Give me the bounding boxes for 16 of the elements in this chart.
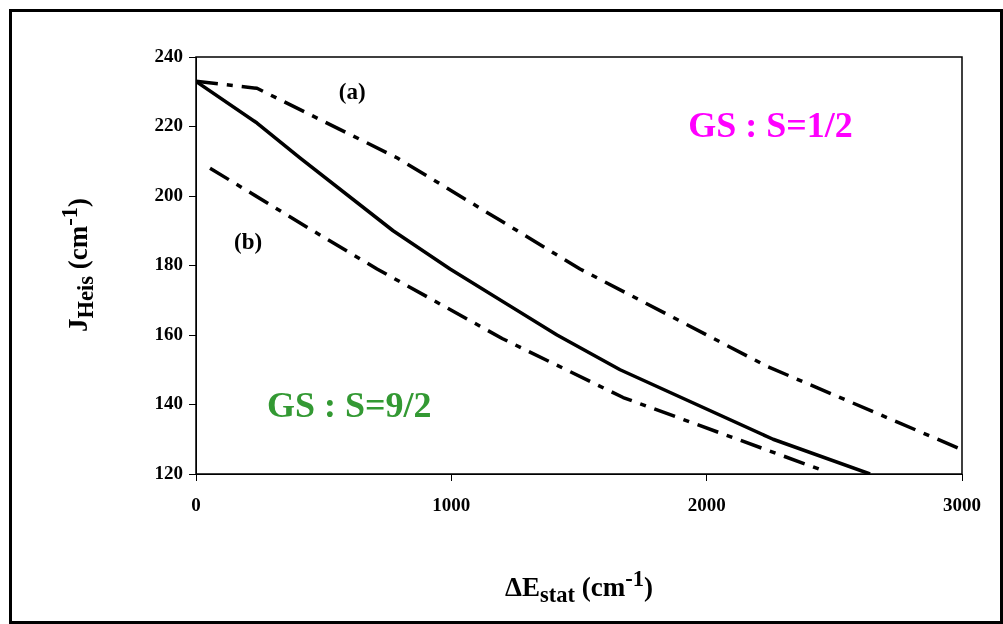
y-tick-label: 140 [154, 392, 183, 414]
x-axis-title: ΔE$_{stat}$ (cm$^{-1}$) [505, 566, 653, 609]
y-tick-label: 200 [154, 183, 183, 205]
annotation: GS : S=1/2 [688, 105, 853, 146]
annotation: GS : S=9/2 [266, 384, 432, 425]
x-tick-label: 2000 [687, 494, 726, 516]
y-tick-label: 240 [154, 44, 183, 66]
x-tick-label: 3000 [943, 494, 981, 516]
x-tick-label: 1000 [432, 494, 471, 516]
y-tick-label: 160 [154, 322, 183, 344]
y-tick-label: 180 [154, 253, 183, 275]
annotation: (a) [338, 79, 366, 105]
x-tick-label: 0 [191, 494, 201, 516]
y-tick-label: 120 [154, 461, 183, 483]
y-tick-label: 220 [154, 114, 183, 136]
annotation: (b) [234, 229, 263, 255]
